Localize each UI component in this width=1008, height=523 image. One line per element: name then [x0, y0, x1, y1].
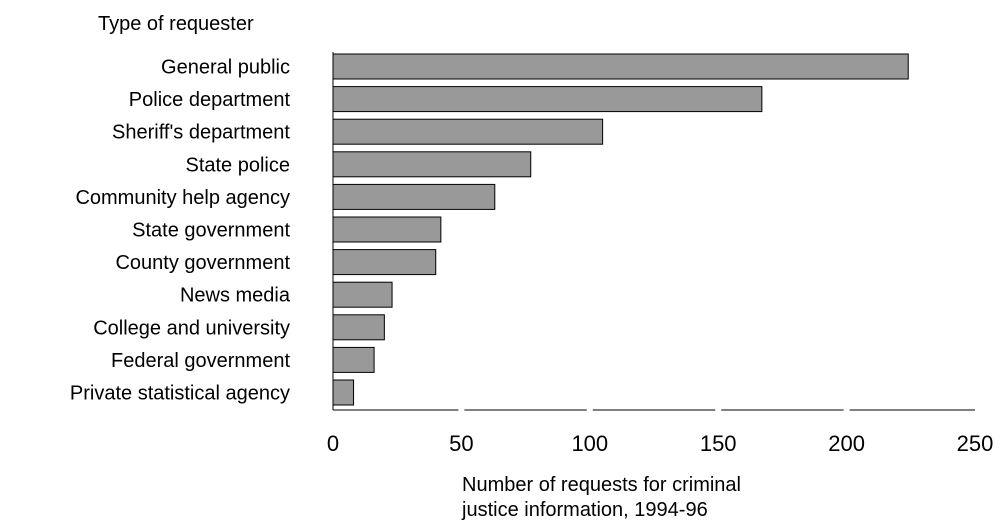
x-tick-label-100: 100: [571, 431, 608, 456]
bar-sheriff-s-department: [332, 118, 604, 145]
bar-county-government: [332, 249, 437, 276]
bar-police-department: [332, 86, 763, 113]
x-axis-title-line-1: Number of requests for criminal: [462, 474, 741, 496]
category-label-general-public: General public: [161, 57, 290, 79]
x-tick-label-0: 0: [327, 431, 339, 456]
category-label-news-media: News media: [180, 285, 291, 307]
category-label-sheriff-s-department: Sheriff's department: [112, 122, 290, 144]
category-label-county-government: County government: [115, 252, 290, 274]
category-label-state-police: State police: [185, 154, 290, 176]
bar-general-public: [332, 53, 909, 80]
category-label-federal-government: Federal government: [111, 350, 290, 372]
category-label-college-and-university: College and university: [93, 317, 290, 339]
category-label-private-statistical-agency: Private statistical agency: [70, 383, 290, 405]
x-tick-label-250: 250: [957, 431, 994, 456]
x-tick-label-50: 50: [449, 431, 473, 456]
category-labels: General public Police department Sheriff's…: [70, 57, 291, 405]
bar-news-media: [332, 281, 393, 308]
bar-private-statistical-agency: [332, 379, 355, 406]
category-label-police-department: Police department: [129, 89, 291, 111]
x-tick-label-200: 200: [828, 431, 865, 456]
category-label-state-government: State government: [132, 220, 290, 242]
bar-federal-government: [332, 346, 375, 373]
x-tick-label-150: 150: [700, 431, 737, 456]
category-label-community-help-agency: Community help agency: [75, 187, 290, 209]
bar-state-police: [332, 151, 532, 178]
bar-state-government: [332, 216, 442, 243]
x-tick-labels: 0 50 100 150 200 250: [327, 431, 993, 456]
x-axis-title-line-2: justice information, 1994-96: [461, 499, 708, 521]
bar-community-help-agency: [332, 183, 496, 210]
bar-series: [332, 53, 909, 406]
y-axis-title: Type of requester: [98, 13, 254, 35]
bar-college-and-university: [332, 314, 385, 341]
